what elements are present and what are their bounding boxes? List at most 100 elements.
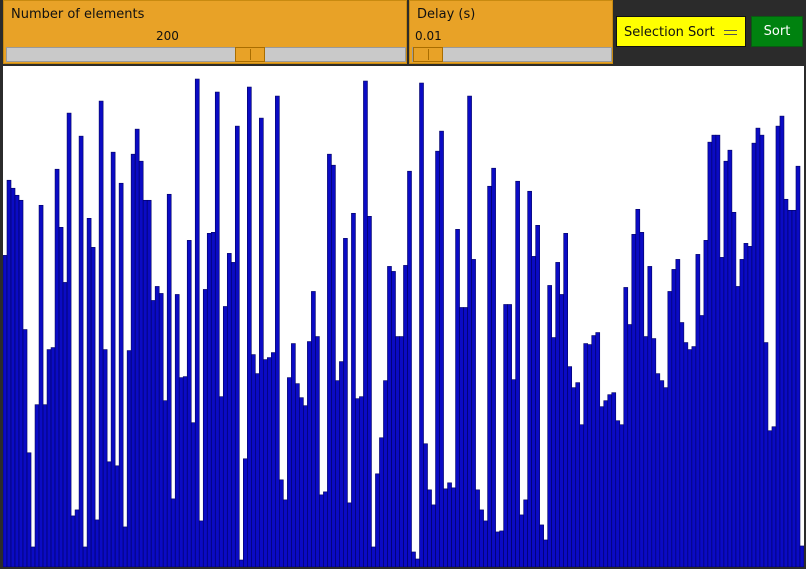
bar-74: [299, 397, 304, 567]
bar-119: [479, 509, 484, 567]
bar-197: [791, 209, 797, 567]
bar-17: [70, 515, 76, 567]
bar-80: [323, 491, 328, 567]
bar-123: [495, 531, 500, 567]
bar-98: [395, 336, 400, 567]
bar-146: [587, 344, 593, 567]
bar-138: [555, 262, 560, 567]
bar-34: [138, 160, 144, 567]
elements-slider-handle[interactable]: [235, 47, 265, 62]
bar-103: [415, 558, 420, 567]
algorithm-select[interactable]: Selection Sort: [616, 16, 746, 47]
bar-181: [727, 149, 733, 567]
bar-178: [715, 134, 721, 567]
bar-72: [291, 343, 296, 567]
bar-82: [331, 164, 336, 567]
bar-48: [194, 78, 200, 567]
bar-164: [659, 380, 665, 567]
bar-153: [615, 420, 621, 567]
bar-168: [675, 259, 681, 567]
bar-84: [339, 361, 344, 567]
bar-15: [62, 282, 68, 567]
bar-127: [511, 379, 516, 567]
bar-46: [186, 240, 192, 567]
bar-137: [551, 337, 556, 567]
bar-59: [238, 559, 244, 567]
bar-95: [383, 380, 388, 567]
bar-58: [234, 125, 240, 567]
elements-panel: Number of elements 200: [3, 0, 407, 64]
bar-25: [102, 349, 108, 567]
bar-81: [327, 153, 332, 567]
bar-173: [695, 254, 701, 567]
bar-190: [763, 342, 769, 567]
bar-63: [255, 373, 260, 567]
bar-143: [575, 382, 581, 567]
bar-97: [391, 271, 396, 567]
bar-126: [507, 304, 512, 567]
bar-121: [487, 185, 492, 567]
bar-193: [775, 125, 781, 567]
bar-125: [503, 304, 508, 567]
bar-71: [287, 377, 292, 567]
bar-122: [491, 167, 496, 567]
bar-115: [463, 307, 468, 567]
bar-110: [443, 488, 448, 567]
bar-131: [527, 190, 532, 567]
bar-21: [86, 218, 92, 567]
bar-13: [54, 168, 60, 567]
bar-156: [627, 324, 633, 567]
bar-88: [355, 398, 360, 567]
bar-22: [90, 247, 96, 567]
bar-114: [459, 307, 464, 567]
bar-40: [162, 400, 168, 567]
delay-slider-handle[interactable]: [413, 47, 443, 62]
delay-slider-track[interactable]: [412, 47, 612, 62]
bar-99: [399, 336, 404, 567]
bar-151: [607, 394, 613, 567]
bar-23: [94, 519, 100, 567]
bar-165: [663, 387, 669, 567]
elements-label: Number of elements: [11, 7, 145, 22]
bar-5: [22, 329, 28, 567]
bar-107: [431, 504, 436, 567]
bar-57: [230, 262, 236, 567]
bar-183: [735, 286, 741, 567]
elements-slider-track[interactable]: [6, 47, 406, 62]
bar-128: [515, 180, 520, 567]
elements-value: 200: [156, 29, 179, 43]
bar-198: [795, 165, 801, 567]
bar-78: [315, 336, 320, 567]
bar-116: [467, 95, 472, 567]
bar-27: [110, 151, 116, 567]
bar-38: [154, 286, 160, 567]
bar-75: [303, 405, 308, 567]
bar-89: [359, 396, 364, 567]
sort-button[interactable]: Sort: [751, 16, 803, 47]
bar-65: [263, 359, 268, 567]
bar-39: [158, 293, 164, 567]
bar-191: [767, 430, 773, 567]
bar-10: [42, 404, 48, 567]
bar-185: [743, 243, 749, 567]
bar-41: [166, 193, 172, 567]
bar-49: [198, 520, 204, 567]
bar-135: [543, 539, 548, 567]
bar-161: [647, 266, 653, 567]
bar-109: [439, 130, 444, 567]
bar-163: [655, 373, 661, 567]
bar-169: [679, 322, 685, 567]
bar-195: [783, 198, 789, 567]
delay-panel: Delay (s) 0.01: [409, 0, 613, 64]
bar-148: [595, 332, 601, 567]
bar-0: [3, 255, 8, 567]
bar-106: [427, 489, 432, 567]
bar-141: [567, 366, 573, 567]
bar-155: [623, 287, 629, 567]
bars-canvas: [3, 66, 804, 567]
bar-56: [226, 253, 232, 567]
bar-68: [275, 95, 280, 567]
bar-139: [559, 294, 564, 567]
bar-145: [583, 343, 589, 567]
bar-28: [114, 465, 120, 567]
